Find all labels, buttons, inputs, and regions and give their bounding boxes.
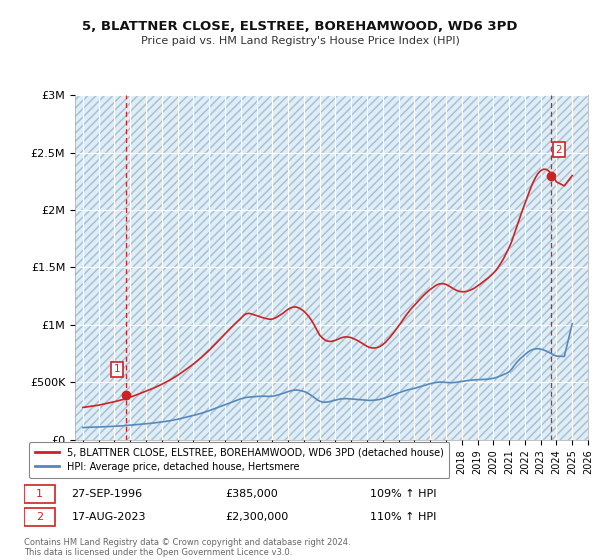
Text: 2: 2 (36, 512, 43, 522)
Bar (24, 485, 55, 502)
Text: 109% ↑ HPI: 109% ↑ HPI (370, 489, 436, 499)
Text: 17-AUG-2023: 17-AUG-2023 (71, 512, 146, 522)
Text: 1: 1 (36, 489, 43, 499)
Text: 5, BLATTNER CLOSE, ELSTREE, BOREHAMWOOD, WD6 3PD: 5, BLATTNER CLOSE, ELSTREE, BOREHAMWOOD,… (82, 20, 518, 32)
Text: £385,000: £385,000 (225, 489, 278, 499)
Text: Price paid vs. HM Land Registry's House Price Index (HPI): Price paid vs. HM Land Registry's House … (140, 36, 460, 46)
Text: £2,300,000: £2,300,000 (225, 512, 288, 522)
Legend: 5, BLATTNER CLOSE, ELSTREE, BOREHAMWOOD, WD6 3PD (detached house), HPI: Average : 5, BLATTNER CLOSE, ELSTREE, BOREHAMWOOD,… (29, 442, 449, 478)
Bar (24, 508, 55, 526)
Text: 27-SEP-1996: 27-SEP-1996 (71, 489, 143, 499)
Text: 110% ↑ HPI: 110% ↑ HPI (370, 512, 436, 522)
Text: Contains HM Land Registry data © Crown copyright and database right 2024.
This d: Contains HM Land Registry data © Crown c… (24, 538, 350, 557)
Text: 1: 1 (113, 365, 120, 375)
Text: 2: 2 (556, 144, 562, 155)
